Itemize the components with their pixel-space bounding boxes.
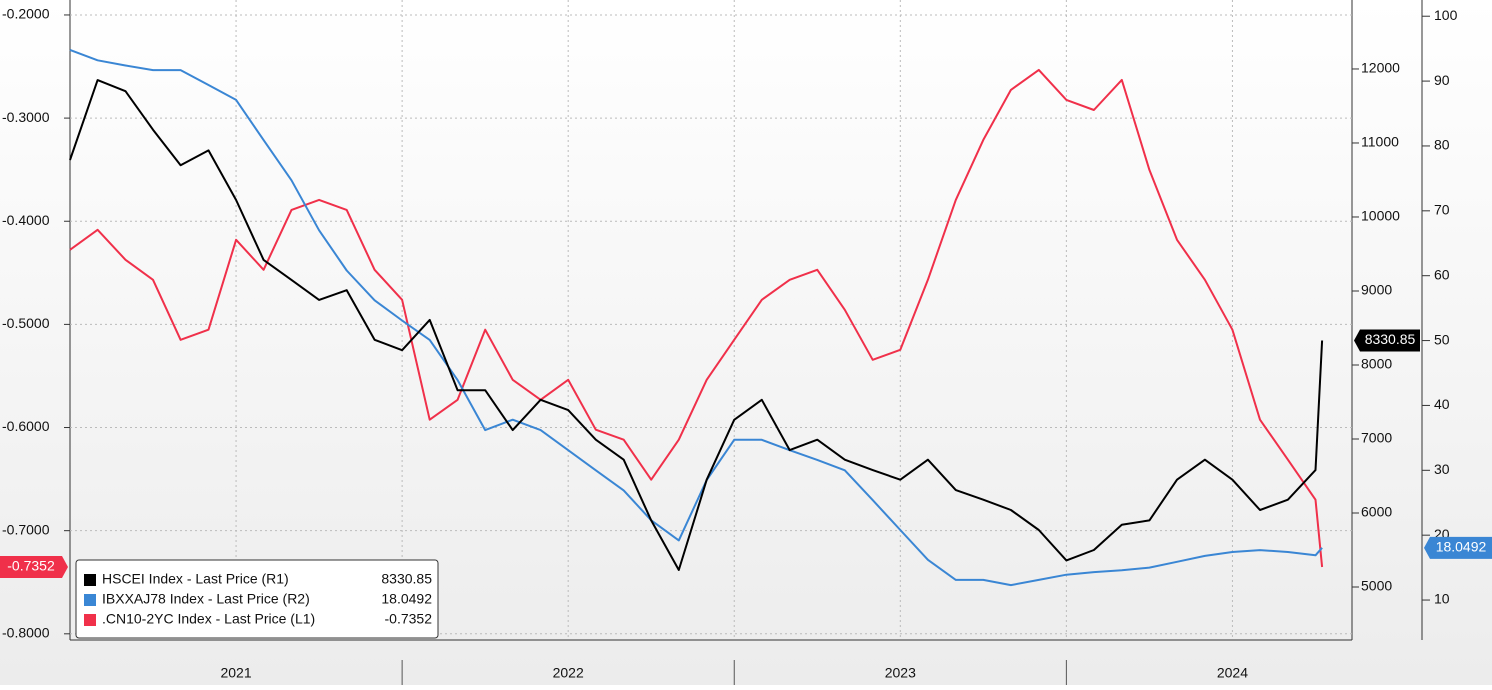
y3-tick-label: 80 (1434, 137, 1450, 153)
y3-tick-label: 50 (1434, 331, 1450, 347)
y-tick-label: -0.7000 (2, 521, 50, 537)
x-tick-label: 2021 (220, 665, 251, 681)
y3-tick-label: 100 (1434, 7, 1458, 23)
y3-tick-label: 10 (1434, 591, 1450, 607)
y2-tick-label: 11000 (1361, 134, 1399, 150)
y3-tick-label: 70 (1434, 202, 1450, 218)
x-tick-label: 2023 (885, 665, 916, 681)
y2-tick-label: 10000 (1361, 208, 1400, 224)
last-value-tag (1424, 536, 1492, 559)
series-line (69, 68, 1324, 568)
y-tick-label: -0.6000 (2, 418, 50, 434)
legend-value: 8330.85 (381, 571, 432, 587)
y-tick-label: -0.4000 (2, 212, 50, 228)
y3-tick-label: 30 (1434, 461, 1450, 477)
y2-tick-label: 9000 (1361, 282, 1392, 298)
x-tick-label: 2022 (553, 665, 584, 681)
legend: HSCEI Index - Last Price (R1) 8330.85 IBXX… (75, 559, 439, 639)
legend-label: HSCEI Index - Last Price (R1) (102, 571, 289, 587)
last-value-tags: -0.7352 8330.85 18.0492 (0, 329, 1492, 578)
y-tick-label: -0.3000 (2, 109, 50, 125)
last-value-tag (0, 555, 68, 578)
y2-tick-label: 7000 (1361, 430, 1392, 446)
y2-tick-label: 12000 (1361, 60, 1400, 76)
y3-tick-label: 40 (1434, 396, 1450, 412)
y-tick-label: -0.2000 (2, 6, 50, 22)
last-value-tag (1354, 329, 1420, 352)
series-line (69, 79, 1324, 571)
legend-box (75, 559, 439, 639)
y3-tick-label: 60 (1434, 266, 1450, 282)
y2-tick-label: 8000 (1361, 356, 1392, 372)
y2-tick-label: 6000 (1361, 504, 1392, 520)
legend-value: 18.0492 (381, 591, 432, 607)
last-value-label: 8330.85 (1365, 331, 1416, 347)
legend-swatch (84, 574, 96, 586)
legend-value: -0.7352 (385, 611, 433, 627)
y2-tick-label: 5000 (1361, 578, 1392, 594)
legend-label: IBXXAJ78 Index - Last Price (R2) (102, 591, 310, 607)
legend-swatch (84, 614, 96, 626)
lines (69, 48, 1324, 587)
y-tick-label: -0.8000 (2, 625, 50, 641)
y-tick-label: -0.5000 (2, 315, 50, 331)
y3-tick-label: 90 (1434, 72, 1450, 88)
grid: -0.2000 -0.3000 -0.4000 -0.5000 -0.6000 -0.70… (2, 0, 1458, 685)
x-tick-label: 2024 (1217, 665, 1248, 681)
legend-label: .CN10-2YC Index - Last Price (L1) (102, 611, 315, 627)
last-value-label: 18.0492 (1436, 539, 1487, 555)
last-value-label: -0.7352 (7, 558, 55, 574)
legend-swatch (84, 594, 96, 606)
